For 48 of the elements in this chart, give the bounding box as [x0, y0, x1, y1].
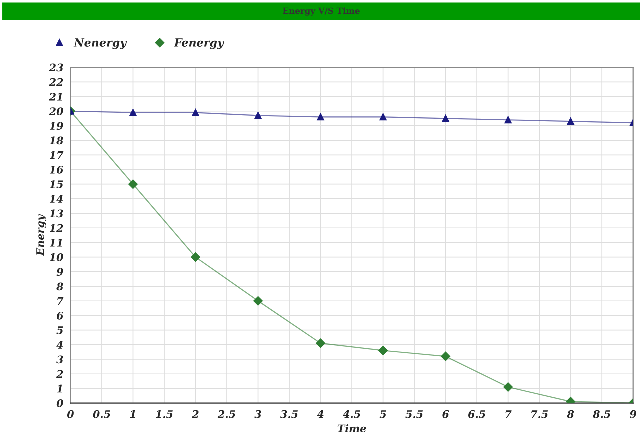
x-tick-label: 9 — [630, 410, 636, 418]
y-tick-label: 16 — [50, 166, 64, 174]
x-tick-label: 7 — [506, 410, 512, 418]
x-tick-label: 6 — [442, 410, 450, 418]
y-tick-label: 13 — [50, 210, 64, 218]
y-tick-label: 18 — [50, 136, 64, 145]
x-tick-label: 6.5 — [468, 410, 486, 418]
legend-label: Nenergy — [74, 38, 128, 50]
y-tick-label: 21 — [49, 93, 62, 101]
x-axis-title: Time — [338, 424, 366, 433]
y-tick-label: 4 — [56, 341, 64, 349]
x-tick-label: 0 — [67, 410, 74, 418]
y-tick-label: 11 — [50, 238, 62, 247]
y-tick-label: 9 — [56, 268, 64, 276]
y-tick-label: 15 — [50, 180, 64, 188]
x-tick-label: 8 — [567, 410, 574, 418]
y-tick-label: 6 — [57, 312, 64, 320]
y-tick-label: 17 — [50, 151, 64, 160]
x-tick-label: 5.5 — [406, 410, 423, 418]
x-tick-label: 1 — [130, 410, 136, 418]
chart-title: Energy V/S Time — [283, 8, 360, 16]
x-tick-label: 8.5 — [593, 410, 611, 418]
y-tick-label: 10 — [50, 254, 64, 262]
y-tick-label: 23 — [49, 64, 64, 72]
x-tick-label: 7.5 — [532, 410, 548, 418]
x-tick-label: 4 — [317, 410, 324, 418]
x-tick-label: 3 — [254, 410, 262, 418]
x-tick-label: 1.5 — [156, 410, 173, 418]
y-tick-label: 19 — [50, 122, 64, 130]
y-tick-label: 5 — [56, 326, 64, 334]
y-tick-label: 12 — [50, 224, 64, 232]
y-tick-label: 14 — [50, 195, 64, 203]
y-tick-label: 22 — [49, 78, 64, 86]
x-tick-label: 2 — [192, 410, 199, 418]
y-axis-title: Energy — [36, 214, 47, 256]
legend-label: Fenergy — [174, 38, 225, 50]
y-tick-label: 0 — [56, 400, 64, 408]
y-tick-label: 3 — [56, 356, 64, 364]
y-tick-label: 20 — [49, 108, 64, 116]
y-tick-label: 7 — [58, 297, 64, 306]
x-tick-label: 5 — [380, 410, 386, 418]
x-tick-label: 2.5 — [218, 410, 236, 418]
x-tick-label: 0.5 — [93, 410, 110, 418]
y-tick-label: 8 — [56, 282, 64, 291]
x-tick-label: 3.5 — [280, 410, 298, 418]
y-tick-label: 2 — [56, 370, 64, 378]
x-tick-label: 4.5 — [343, 410, 360, 418]
y-tick-label: 1 — [57, 384, 62, 393]
